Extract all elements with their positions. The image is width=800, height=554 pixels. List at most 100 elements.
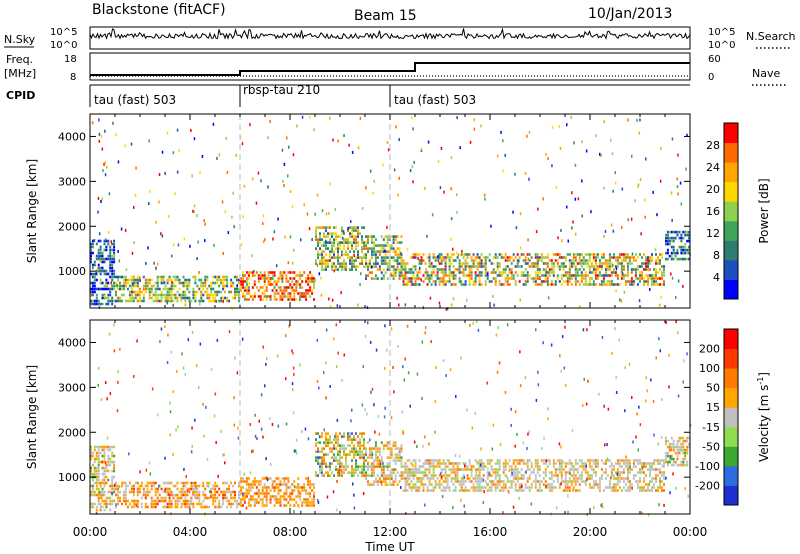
velocity-echo-cell (394, 477, 397, 480)
power-echo-cell (584, 274, 587, 277)
power-echo-cell (117, 287, 119, 291)
power-echo-cell (160, 293, 163, 297)
power-echo-cell (666, 257, 669, 261)
velocity-echo-cell (444, 462, 447, 465)
velocity-echo-cell (124, 499, 127, 503)
power-echo-cell (152, 299, 155, 303)
power-echo-cell (641, 274, 643, 277)
power-echo-cell (444, 262, 447, 265)
power-echo-cell (608, 268, 611, 271)
velocity-echo-cell (277, 486, 280, 489)
power-echo-cell (353, 259, 355, 262)
velocity-echo-cell (93, 457, 96, 461)
power-echo-cell (516, 274, 519, 277)
velocity-echo-cell (156, 502, 159, 506)
velocity-echo-cell (97, 448, 100, 452)
power-sparse-echo (132, 282, 134, 286)
power-echo-cell (164, 287, 167, 291)
power-sparse-echo (685, 167, 687, 171)
power-echo-cell (414, 283, 417, 286)
velocity-echo-cell (456, 471, 459, 474)
power-echo-cell (592, 271, 595, 274)
velocity-echo-cell (560, 468, 563, 471)
power-echo-cell (598, 283, 601, 286)
velocity-echo-cell (478, 486, 481, 489)
velocity-echo-cell (216, 496, 219, 500)
power-echo-cell (386, 241, 389, 244)
velocity-echo-cell (604, 459, 607, 462)
velocity-sparse-echo (675, 320, 677, 324)
power-echo-cell (178, 293, 181, 297)
power-sparse-echo (299, 298, 301, 302)
power-echo-cell (594, 253, 597, 256)
velocity-sparse-echo (402, 431, 404, 435)
power-echo-cell (496, 256, 499, 259)
velocity-echo-cell (508, 465, 511, 468)
velocity-echo-cell (580, 477, 583, 480)
velocity-sparse-echo (543, 436, 545, 440)
power-echo-cell (632, 259, 635, 262)
velocity-echo-cell (355, 459, 357, 462)
power-echo-cell (253, 280, 256, 283)
velocity-echo-cell (365, 450, 367, 453)
velocity-echo-cell (398, 459, 401, 462)
velocity-echo-cell (522, 474, 525, 477)
power-echo-cell (103, 272, 106, 276)
velocity-sparse-echo (340, 469, 343, 472)
velocity-echo-cell (247, 489, 250, 492)
velocity-echo-cell (247, 483, 250, 486)
power-echo-cell (271, 271, 274, 274)
power-sparse-echo (612, 264, 614, 267)
velocity-echo-cell (670, 463, 673, 467)
power-echo-cell (586, 262, 589, 265)
power-echo-cell (414, 265, 417, 268)
velocity-echo-cell (126, 484, 129, 488)
power-echo-cell (337, 259, 339, 262)
velocity-echo-cell (498, 462, 501, 465)
velocity-echo-cell (620, 471, 623, 474)
power-echo-cell (570, 283, 573, 286)
velocity-echo-cell (107, 460, 110, 464)
velocity-echo-cell (634, 474, 637, 477)
velocity-echo-cell (162, 490, 165, 494)
velocity-echo-cell (166, 502, 169, 506)
velocity-sparse-echo (295, 451, 298, 455)
power-sparse-echo (196, 214, 198, 218)
velocity-echo-cell (643, 465, 645, 468)
velocity-echo-cell (404, 477, 407, 480)
power-echo-cell (136, 299, 139, 303)
velocity-echo-cell (516, 477, 519, 480)
power-echo-cell (414, 277, 417, 280)
power-echo-cell (247, 298, 250, 301)
power-echo-cell (275, 298, 278, 301)
velocity-echo-cell (430, 459, 433, 462)
velocity-echo-cell (359, 444, 361, 447)
velocity-sparse-echo (641, 466, 644, 470)
velocity-echo-cell (372, 480, 375, 483)
power-echo-cell (305, 280, 308, 283)
velocity-sparse-echo (525, 470, 527, 474)
velocity-sparse-echo (264, 384, 266, 388)
power-sparse-echo (131, 251, 134, 255)
power-echo-cell (198, 278, 201, 282)
power-echo-cell (538, 283, 541, 286)
power-sparse-echo (325, 212, 328, 216)
velocity-echo-cell (90, 445, 92, 449)
velocity-echo-cell (331, 441, 333, 444)
power-echo-cell (624, 259, 627, 262)
velocity-echo-cell (119, 490, 121, 494)
velocity-echo-cell (624, 459, 627, 462)
velocity-echo-cell (238, 496, 240, 500)
velocity-echo-cell (588, 459, 591, 462)
velocity-sparse-echo (424, 326, 427, 330)
velocity-echo-cell (649, 489, 651, 492)
velocity-echo-cell (214, 490, 217, 494)
velocity-echo-cell (566, 486, 569, 489)
power-echo-cell (408, 271, 411, 274)
velocity-echo-cell (610, 486, 613, 489)
velocity-echo-cell (376, 456, 379, 459)
power-echo-cell (105, 287, 108, 291)
velocity-echo-cell (458, 480, 461, 483)
velocity-echo-cell (164, 487, 167, 491)
velocity-echo-cell (474, 480, 477, 483)
